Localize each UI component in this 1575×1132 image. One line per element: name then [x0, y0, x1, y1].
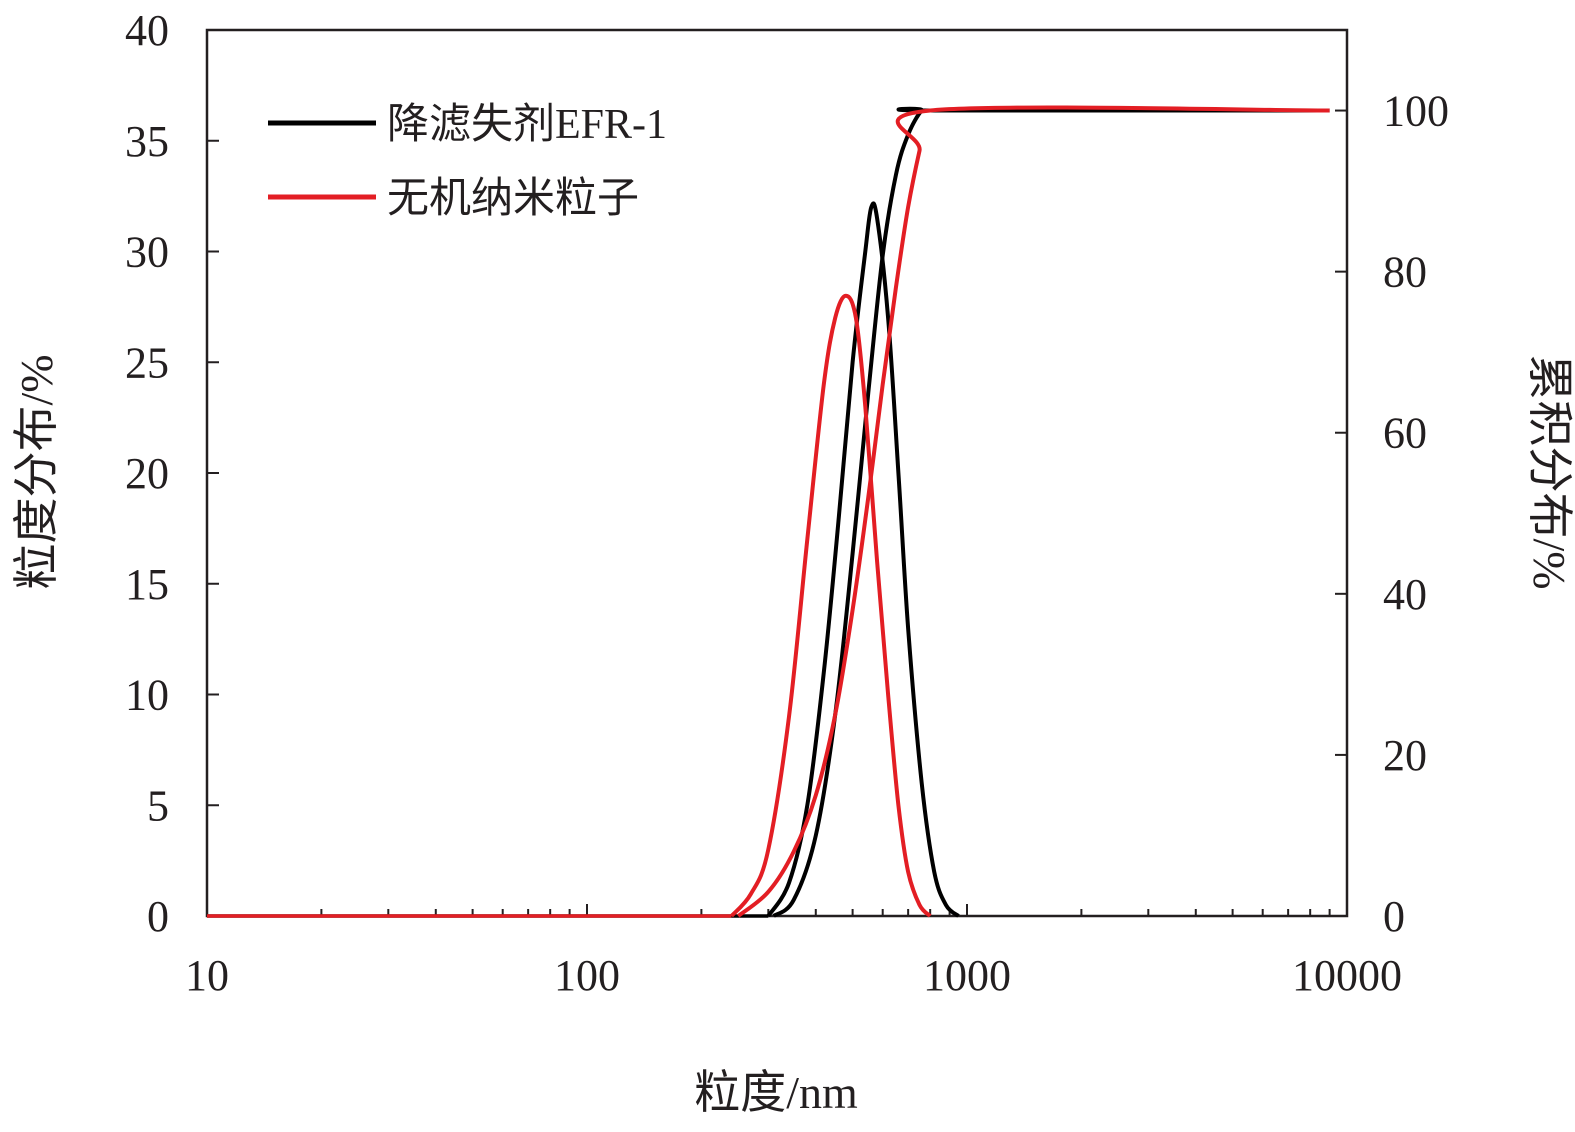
series-1-cumulative-line	[772, 106, 1330, 918]
x-tick-label: 10	[185, 951, 229, 1000]
left-y-tick-label: 20	[125, 449, 169, 498]
series-2-cumulative-line	[736, 105, 1330, 918]
right-y-tick-label: 0	[1383, 892, 1405, 941]
right-y-axis-title: 累积分布/%	[1524, 354, 1575, 589]
right-y-tick-label: 20	[1383, 731, 1427, 780]
left-y-tick-label: 25	[125, 338, 169, 387]
right-y-tick-label: 80	[1383, 248, 1427, 297]
legend-label: 降滤失剂EFR-1	[387, 102, 667, 148]
left-y-tick-label: 5	[147, 781, 169, 830]
left-y-axis-title: 粒度分布/%	[11, 354, 62, 589]
left-y-tick-label: 10	[125, 671, 169, 720]
x-tick-label: 10000	[1292, 951, 1402, 1000]
x-axis: 10 100 1000 10000	[185, 904, 1402, 1000]
series-lines	[207, 105, 1330, 918]
legend-label: 无机纳米粒子	[387, 176, 639, 222]
right-y-tick-label: 100	[1383, 87, 1449, 136]
x-tick-label: 1000	[923, 951, 1011, 1000]
left-y-tick-label: 30	[125, 228, 169, 277]
legend: 降滤失剂EFR-1 无机纳米粒子	[268, 102, 667, 222]
right-y-tick-label: 60	[1383, 409, 1427, 458]
left-y-axis: 0 5 10 15 20 25 30 35 40	[125, 6, 219, 941]
right-y-axis: 0 20 40 60 80 100	[1335, 87, 1449, 941]
left-y-tick-label: 35	[125, 117, 169, 166]
left-y-tick-label: 15	[125, 560, 169, 609]
plot-frame	[205, 28, 1349, 918]
series-2-distribution-line	[729, 293, 932, 918]
right-y-tick-label: 40	[1383, 570, 1427, 619]
series-1-distribution-line	[766, 201, 960, 918]
x-tick-label: 100	[554, 951, 620, 1000]
x-axis-title: 粒度/nm	[694, 1067, 858, 1118]
left-y-tick-label: 0	[147, 892, 169, 941]
left-y-tick-label: 40	[125, 6, 169, 55]
